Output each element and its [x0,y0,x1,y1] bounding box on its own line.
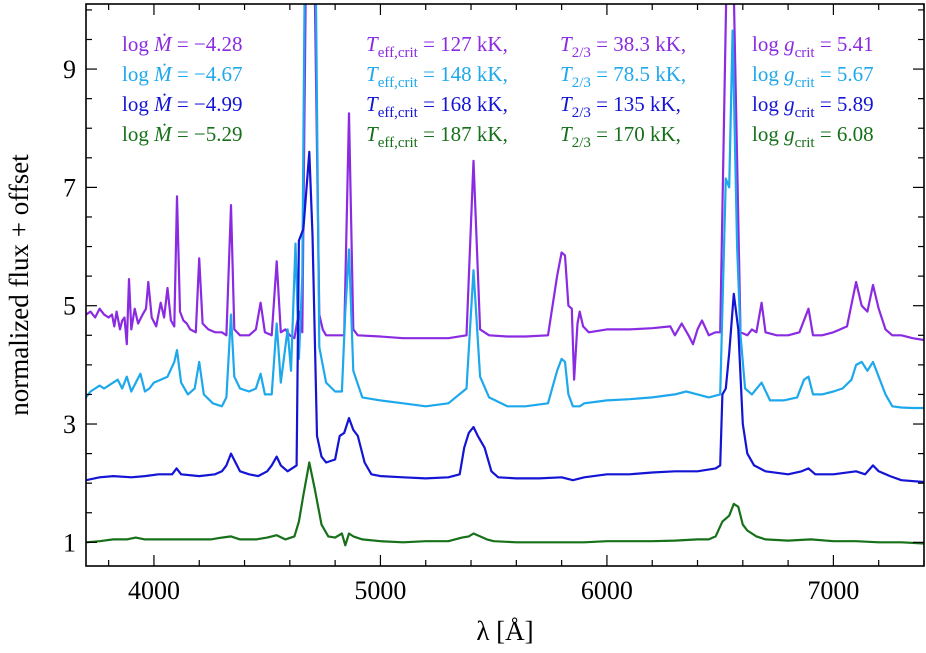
legend-mdot: log Ṁ = −4.28 [122,32,243,56]
legend-mdot: log Ṁ = −5.29 [122,122,243,146]
tick-layer: 4000 5000 6000 7000 1 3 5 7 9 [63,4,925,605]
legend-t23: T2/3 = 78.5 kK, [560,62,686,91]
y-tick-label: 1 [63,528,76,557]
legend-mdot: log Ṁ = −4.99 [122,92,243,116]
legend: log Ṁ = −4.28 Teff,crit = 127 kK, T2/3 = 3… [122,32,874,151]
series-layer [86,4,924,547]
y-axis-label: normalized flux + offset [4,154,34,416]
legend-logg: log gcrit = 5.41 [752,32,874,61]
legend-teff: Teff,crit = 187 kK, [366,122,508,151]
legend-teff: Teff,crit = 148 kK, [366,62,508,91]
x-tick-label: 7000 [807,576,859,605]
series-line-2 [86,4,924,410]
legend-logg: log gcrit = 5.89 [752,92,874,121]
y-tick-label: 7 [63,173,76,202]
legend-teff: Teff,crit = 127 kK, [366,32,508,61]
y-tick-label: 5 [63,292,76,321]
y-tick-label: 3 [63,410,76,439]
x-tick-label: 6000 [581,576,633,605]
legend-logg: log gcrit = 6.08 [752,122,874,151]
y-tick-label: 9 [63,55,76,84]
legend-t23: T2/3 = 38.3 kK, [560,32,686,61]
series-line-1 [86,4,924,381]
legend-mdot: log Ṁ = −4.67 [122,62,243,86]
plot-frame [85,3,925,567]
legend-logg: log gcrit = 5.67 [752,62,874,91]
x-axis-label: λ [Å] [476,616,533,646]
x-tick-label: 4000 [128,576,180,605]
series-line-3 [86,150,924,484]
legend-t23: T2/3 = 170 kK, [560,122,681,151]
legend-t23: T2/3 = 135 kK, [560,92,681,121]
series-line-4 [86,461,924,547]
legend-teff: Teff,crit = 168 kK, [366,92,508,121]
x-tick-label: 5000 [354,576,406,605]
